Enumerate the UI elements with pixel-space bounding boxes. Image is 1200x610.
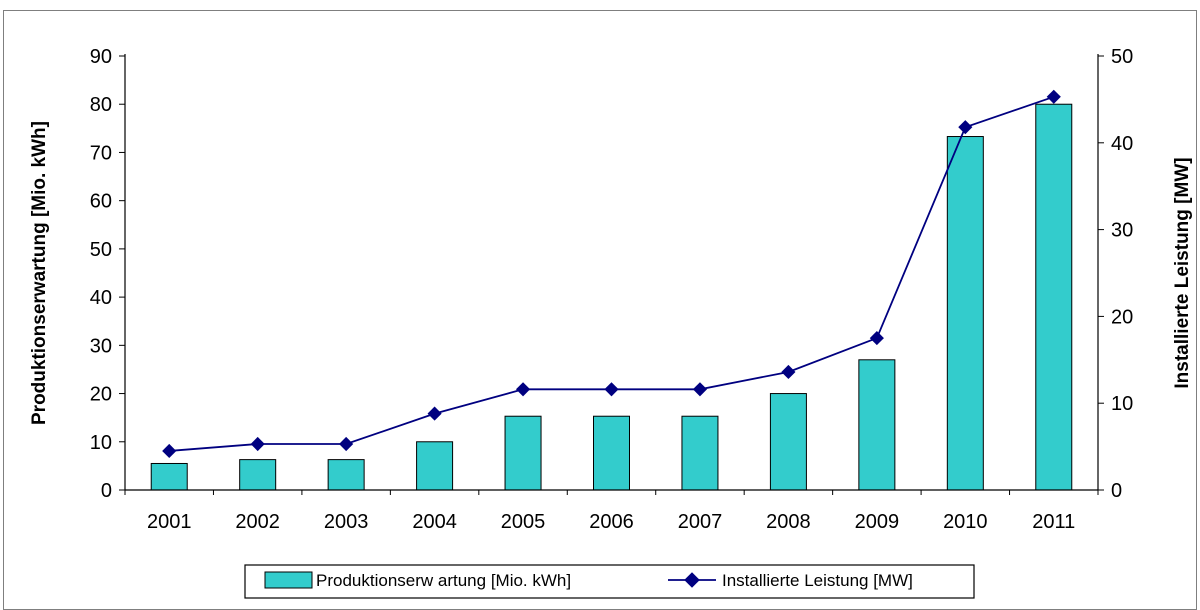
- line-marker-2003: [339, 436, 354, 452]
- x-tick-label-2011: 2011: [1032, 511, 1075, 533]
- x-tick-label-2004: 2004: [412, 511, 457, 533]
- bar-2001: [150, 462, 188, 491]
- line-installierte-leistung: [169, 95, 1055, 452]
- right-tick-label: 40: [1111, 133, 1133, 155]
- line-series: [162, 89, 1061, 459]
- bar-series: [150, 103, 1073, 491]
- bar-2008: [769, 393, 807, 491]
- line-marker-2005: [515, 382, 531, 397]
- line-marker-2006: [604, 382, 619, 397]
- bar-2007: [681, 415, 719, 491]
- axis-labels: 0 10 20 30 40 50 60 70 80 90 0 10 20 30 40 50 2001 2002 20…: [29, 46, 1193, 533]
- left-tick-label: 40: [90, 287, 112, 309]
- line-marker-2010: [958, 120, 973, 135]
- x-tick-label-2008: 2008: [766, 511, 811, 533]
- x-tick-label-2005: 2005: [501, 511, 546, 533]
- left-tick-label: 50: [90, 239, 112, 261]
- left-axis-title: Produktionserwartung [Mio. kWh]: [29, 121, 50, 425]
- left-tick-label: 20: [90, 384, 112, 406]
- bar-2011: [1035, 103, 1073, 491]
- legend: Produktionserw artung [Mio. kWh] Install…: [244, 564, 975, 599]
- right-axis-title: Installierte Leistung [MW]: [1172, 157, 1193, 388]
- legend-label-bar: Produktionserw artung [Mio. kWh]: [316, 571, 571, 590]
- right-tick-label: 10: [1111, 393, 1133, 415]
- left-tick-label: 10: [90, 432, 112, 454]
- legend-label-line: Installierte Leistung [MW]: [722, 571, 913, 590]
- line-marker-2011: [1046, 89, 1061, 104]
- legend-box: [244, 564, 975, 599]
- x-tick-label-2002: 2002: [235, 511, 280, 533]
- line-marker-2007: [692, 382, 708, 397]
- line-marker-2004: [427, 406, 442, 421]
- chart-frame: [3, 10, 1197, 610]
- bar-2005: [504, 415, 542, 491]
- left-tick-label: 30: [90, 335, 112, 357]
- right-tick-label: 20: [1111, 306, 1133, 328]
- bar-2004: [416, 441, 454, 491]
- left-tick-label: 60: [90, 191, 112, 213]
- line-marker-2001: [162, 443, 177, 459]
- line-marker-2009: [869, 331, 884, 346]
- legend-swatch-marker: [684, 572, 700, 588]
- bar-2002: [239, 459, 277, 491]
- x-tick-label-2003: 2003: [324, 511, 369, 533]
- x-tick-label-2010: 2010: [943, 511, 988, 533]
- right-tick-label: 50: [1111, 46, 1133, 68]
- bar-2006: [593, 415, 630, 491]
- left-tick-label: 90: [90, 46, 112, 68]
- axes: [119, 54, 1104, 495]
- line-marker-2008: [781, 364, 796, 380]
- left-tick-label: 80: [90, 94, 112, 116]
- legend-swatch-bar: [264, 571, 313, 589]
- line-marker-2002: [250, 436, 265, 452]
- bar-2009: [858, 359, 896, 491]
- left-tick-label: 0: [101, 480, 112, 502]
- x-tick-label-2001: 2001: [147, 511, 192, 533]
- right-tick-label: 0: [1111, 480, 1122, 502]
- x-tick-label-2009: 2009: [855, 511, 900, 533]
- x-tick-label-2007: 2007: [678, 511, 723, 533]
- bar-2010: [946, 136, 984, 491]
- right-tick-label: 30: [1111, 220, 1133, 242]
- x-tick-label-2006: 2006: [589, 511, 634, 533]
- left-tick-label: 70: [90, 142, 112, 164]
- bar-2003: [327, 459, 365, 491]
